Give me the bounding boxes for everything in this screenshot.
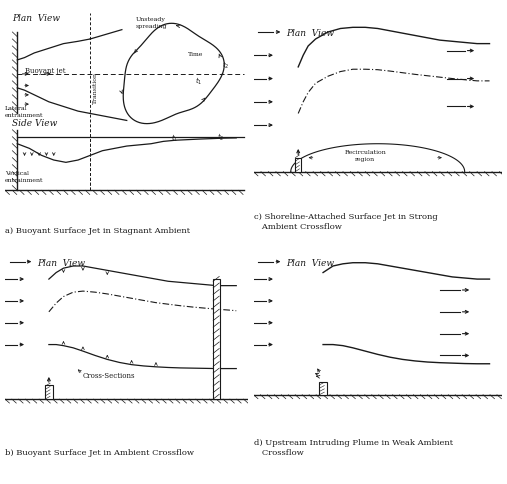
Text: $t_1$: $t_1$ — [170, 133, 178, 144]
Text: Plan  View: Plan View — [37, 258, 85, 267]
Text: Vertical: Vertical — [5, 171, 29, 176]
Text: Plan  View: Plan View — [12, 15, 60, 23]
Text: d) Upstream Intruding Plume in Weak Ambient
   Crossflow: d) Upstream Intruding Plume in Weak Ambi… — [254, 439, 453, 456]
Bar — [295, 158, 301, 172]
Text: Plan  View: Plan View — [286, 258, 334, 267]
Text: a) Buoyant Surface Jet in Stagnant Ambient: a) Buoyant Surface Jet in Stagnant Ambie… — [5, 227, 190, 235]
Text: Plan  View: Plan View — [286, 30, 334, 38]
Text: entrainment: entrainment — [5, 178, 44, 182]
Text: b) Buoyant Surface Jet in Ambient Crossflow: b) Buoyant Surface Jet in Ambient Crossf… — [5, 448, 194, 456]
Text: Unsteady: Unsteady — [136, 17, 166, 22]
Bar — [319, 382, 327, 395]
Text: $t_2$: $t_2$ — [217, 132, 224, 143]
Text: entrainment: entrainment — [5, 113, 44, 118]
Text: Side View: Side View — [12, 119, 58, 128]
Text: spreading: spreading — [135, 24, 167, 29]
Text: Time: Time — [188, 52, 203, 57]
Bar — [213, 280, 221, 399]
Text: Lateral: Lateral — [5, 106, 28, 110]
Text: $t_2$: $t_2$ — [222, 60, 229, 71]
Text: Buoyant jet: Buoyant jet — [24, 66, 65, 75]
Bar — [45, 385, 53, 399]
Text: c) Shoreline-Attached Surface Jet in Strong
   Ambient Crossflow: c) Shoreline-Attached Surface Jet in Str… — [254, 213, 437, 230]
Text: Transition: Transition — [93, 72, 98, 104]
Text: $t_1$: $t_1$ — [195, 76, 202, 87]
Text: Recirculation: Recirculation — [344, 150, 386, 155]
Text: region: region — [355, 157, 375, 162]
Text: Cross-Sections: Cross-Sections — [83, 372, 135, 379]
